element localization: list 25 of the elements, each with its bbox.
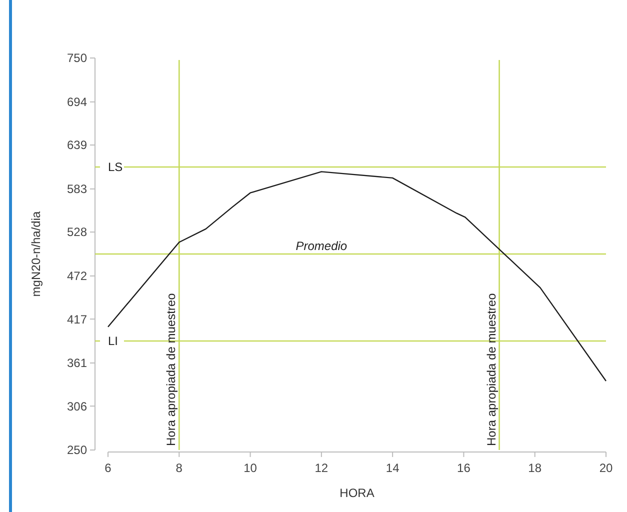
x-tick-label: 16: [457, 461, 471, 475]
y-tick-label: 361: [66, 356, 88, 370]
x-tick-label: 20: [599, 461, 613, 475]
x-tick-label: 6: [104, 461, 112, 475]
ref-line-label: Promedio: [296, 239, 348, 253]
ref-line-label: LI: [108, 334, 118, 348]
ref-line-label: Hora apropiada de muestreo: [484, 292, 498, 446]
ref-line-label: LS: [108, 160, 123, 174]
y-tick-label: 528: [66, 225, 88, 240]
ref-line-label: Hora apropiada de muestreo: [164, 292, 178, 446]
x-tick-label: 10: [244, 461, 258, 475]
x-axis-title: HORA: [340, 486, 374, 500]
x-tick-label: 8: [176, 461, 183, 475]
y-tick-label: 250: [66, 443, 88, 458]
y-tick-label: 306: [66, 399, 88, 414]
y-tick-label: 583: [66, 182, 88, 196]
x-tick-label: 18: [528, 461, 542, 475]
y-tick-label: 472: [66, 269, 88, 284]
x-tick-label: 14: [386, 461, 400, 475]
x-tick-label: 12: [314, 461, 328, 475]
y-tick-label: 750: [66, 51, 88, 66]
y-tick-label: 639: [66, 138, 88, 152]
y-tick-label: 694: [66, 95, 88, 110]
y-tick-label: 417: [66, 312, 88, 326]
y-axis-title: mgN20-n/ha/dia: [29, 210, 43, 297]
